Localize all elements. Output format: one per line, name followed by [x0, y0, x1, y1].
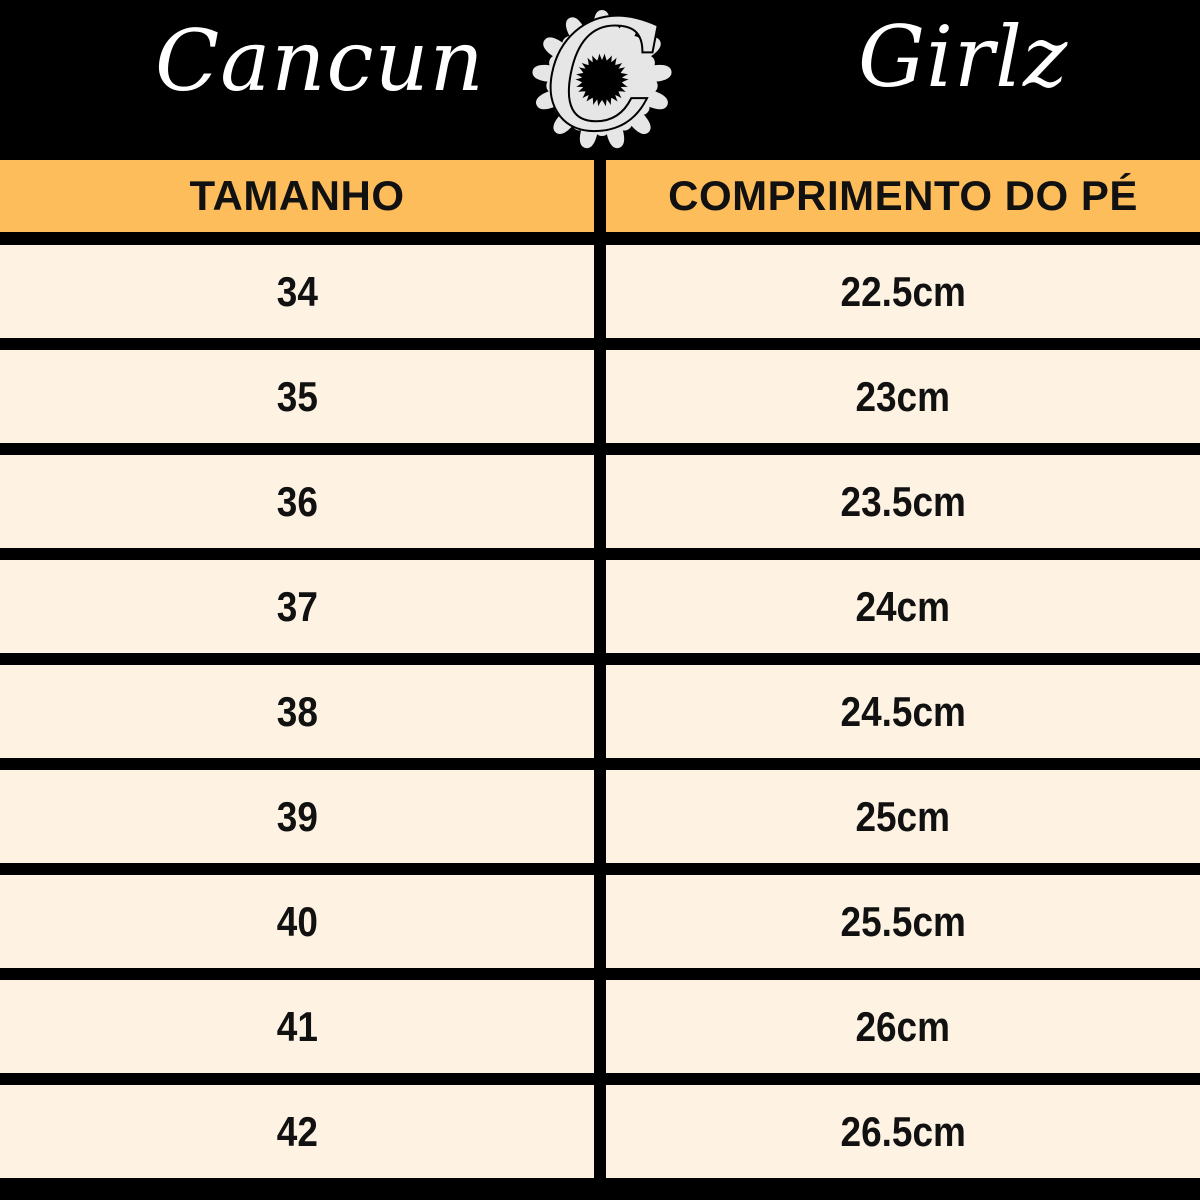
length-cell: 22.5cm [606, 245, 1200, 338]
column-header-size: TAMANHO [0, 160, 594, 232]
table-row: 42 26.5cm [0, 1085, 1200, 1178]
length-value: 26.5cm [840, 1107, 966, 1155]
length-value: 24.5cm [840, 687, 966, 735]
logo-petal [543, 37, 586, 69]
logo-petal [549, 55, 584, 75]
size-cell: 39 [0, 770, 594, 863]
logo-petal [605, 99, 625, 148]
logo-petal [615, 94, 651, 134]
brand-word-left: Cancun [155, 12, 485, 110]
size-cell: 34 [0, 245, 594, 338]
logo-petal [611, 17, 639, 63]
logo-petal [603, 25, 622, 61]
logo-petal [582, 25, 601, 61]
size-value: 37 [276, 582, 318, 630]
size-cell: 38 [0, 665, 594, 758]
logo-petal [571, 97, 594, 131]
length-cell: 24.5cm [606, 665, 1200, 758]
logo-petal [536, 86, 584, 110]
logo-petal [618, 37, 661, 69]
length-cell: 23.5cm [606, 455, 1200, 548]
size-value: 41 [276, 1002, 318, 1050]
table-row: 38 24.5cm [0, 665, 1200, 758]
length-value: 23cm [855, 372, 951, 420]
length-value: 25.5cm [840, 897, 966, 945]
column-header-foot-length: COMPRIMENTO DO PÉ [606, 160, 1200, 232]
size-value: 36 [276, 477, 318, 525]
size-cell: 37 [0, 560, 594, 653]
size-table-body: 34 22.5cm 35 23cm 36 23.5cm 37 24cm 38 24.5cm 39 25… [0, 245, 1200, 1178]
length-value: 23.5cm [840, 477, 966, 525]
size-cell: 41 [0, 980, 594, 1073]
logo-petal [565, 17, 593, 63]
length-cell: 26.5cm [606, 1085, 1200, 1178]
table-row: 35 23cm [0, 350, 1200, 443]
logo-petal [554, 91, 586, 116]
logo-petal [620, 86, 668, 110]
table-row: 36 23.5cm [0, 455, 1200, 548]
logo-petal [618, 91, 650, 116]
length-cell: 24cm [606, 560, 1200, 653]
size-value: 40 [276, 897, 318, 945]
length-value: 24cm [855, 582, 951, 630]
logo-petal [553, 94, 589, 134]
logo-letter: C [545, 5, 660, 155]
size-value: 42 [276, 1107, 318, 1155]
size-cell: 40 [0, 875, 594, 968]
size-value: 34 [276, 267, 318, 315]
size-value: 38 [276, 687, 318, 735]
brand-header: Cancun C Girlz [0, 0, 1200, 160]
logo-petal [532, 65, 583, 82]
size-cell: 36 [0, 455, 594, 548]
table-row: 41 26cm [0, 980, 1200, 1073]
size-value: 35 [276, 372, 318, 420]
table-row: 34 22.5cm [0, 245, 1200, 338]
length-cell: 25cm [606, 770, 1200, 863]
logo-petal [562, 36, 589, 66]
logo-petal [579, 99, 599, 148]
size-cell: 35 [0, 350, 594, 443]
size-cell: 42 [0, 1085, 594, 1178]
size-value: 39 [276, 792, 318, 840]
length-value: 22.5cm [840, 267, 966, 315]
brand-logo: C [532, 5, 672, 155]
length-cell: 25.5cm [606, 875, 1200, 968]
table-row: 39 25cm [0, 770, 1200, 863]
logo-petal [615, 36, 642, 66]
table-row: 37 24cm [0, 560, 1200, 653]
length-cell: 23cm [606, 350, 1200, 443]
brand-word-right: Girlz [858, 8, 1069, 106]
length-value: 26cm [855, 1002, 951, 1050]
length-cell: 26cm [606, 980, 1200, 1073]
table-row: 40 25.5cm [0, 875, 1200, 968]
length-value: 25cm [855, 792, 951, 840]
logo-petal [621, 65, 672, 82]
